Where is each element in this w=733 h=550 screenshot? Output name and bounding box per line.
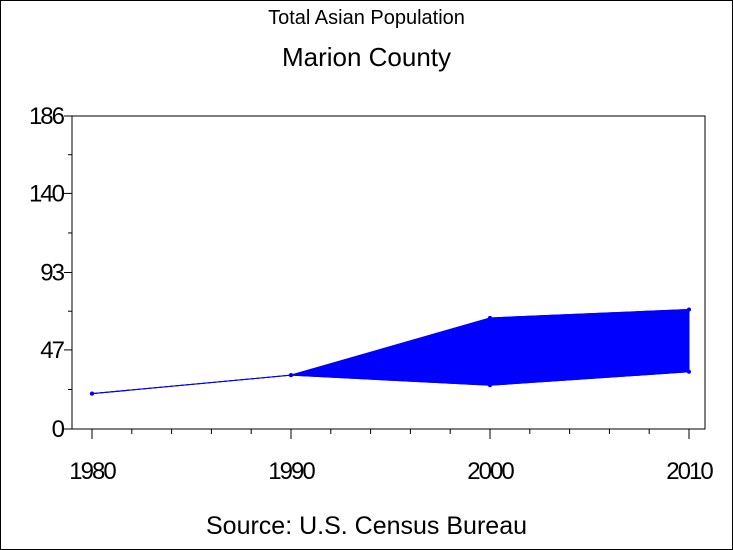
y-tick-label-140: 140 bbox=[29, 180, 65, 207]
series-2-point-1990 bbox=[289, 373, 293, 378]
chart-subtitle: Marion County bbox=[281, 42, 452, 72]
series-2-point-1980 bbox=[90, 391, 94, 396]
y-tick-label-93: 93 bbox=[40, 260, 64, 287]
series-2-point-2000 bbox=[488, 383, 492, 388]
y-tick-label-0: 0 bbox=[52, 416, 65, 443]
series-1-point-2010 bbox=[687, 307, 691, 312]
y-tick-label-186: 186 bbox=[29, 103, 65, 130]
x-tick-label-2010: 2010 bbox=[666, 458, 713, 485]
series-line-2 bbox=[91, 371, 690, 395]
chart-title: Total Asian Population bbox=[268, 7, 465, 29]
series-2-point-2010 bbox=[687, 369, 691, 374]
chart-source: Source: U.S. Census Bureau bbox=[206, 512, 527, 540]
series-band-area bbox=[91, 308, 690, 395]
x-tick-label-1990: 1990 bbox=[268, 458, 315, 485]
plot-border bbox=[71, 115, 706, 430]
x-tick-label-1980: 1980 bbox=[69, 458, 116, 485]
series-1-point-2000 bbox=[488, 315, 492, 320]
y-tick-label-47: 47 bbox=[40, 337, 64, 364]
x-tick-label-2000: 2000 bbox=[467, 458, 514, 485]
